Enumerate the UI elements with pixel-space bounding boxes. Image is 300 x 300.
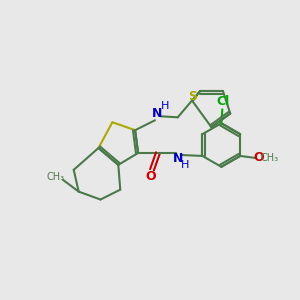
Text: Cl: Cl: [217, 95, 230, 108]
Text: N: N: [172, 152, 183, 165]
Text: H: H: [161, 101, 169, 111]
Text: H: H: [181, 160, 189, 170]
Text: CH₃: CH₃: [47, 172, 65, 182]
Text: O: O: [254, 152, 264, 164]
Text: O: O: [146, 170, 156, 183]
Text: CH₃: CH₃: [261, 153, 279, 163]
Text: S: S: [188, 90, 197, 103]
Text: N: N: [152, 107, 162, 120]
